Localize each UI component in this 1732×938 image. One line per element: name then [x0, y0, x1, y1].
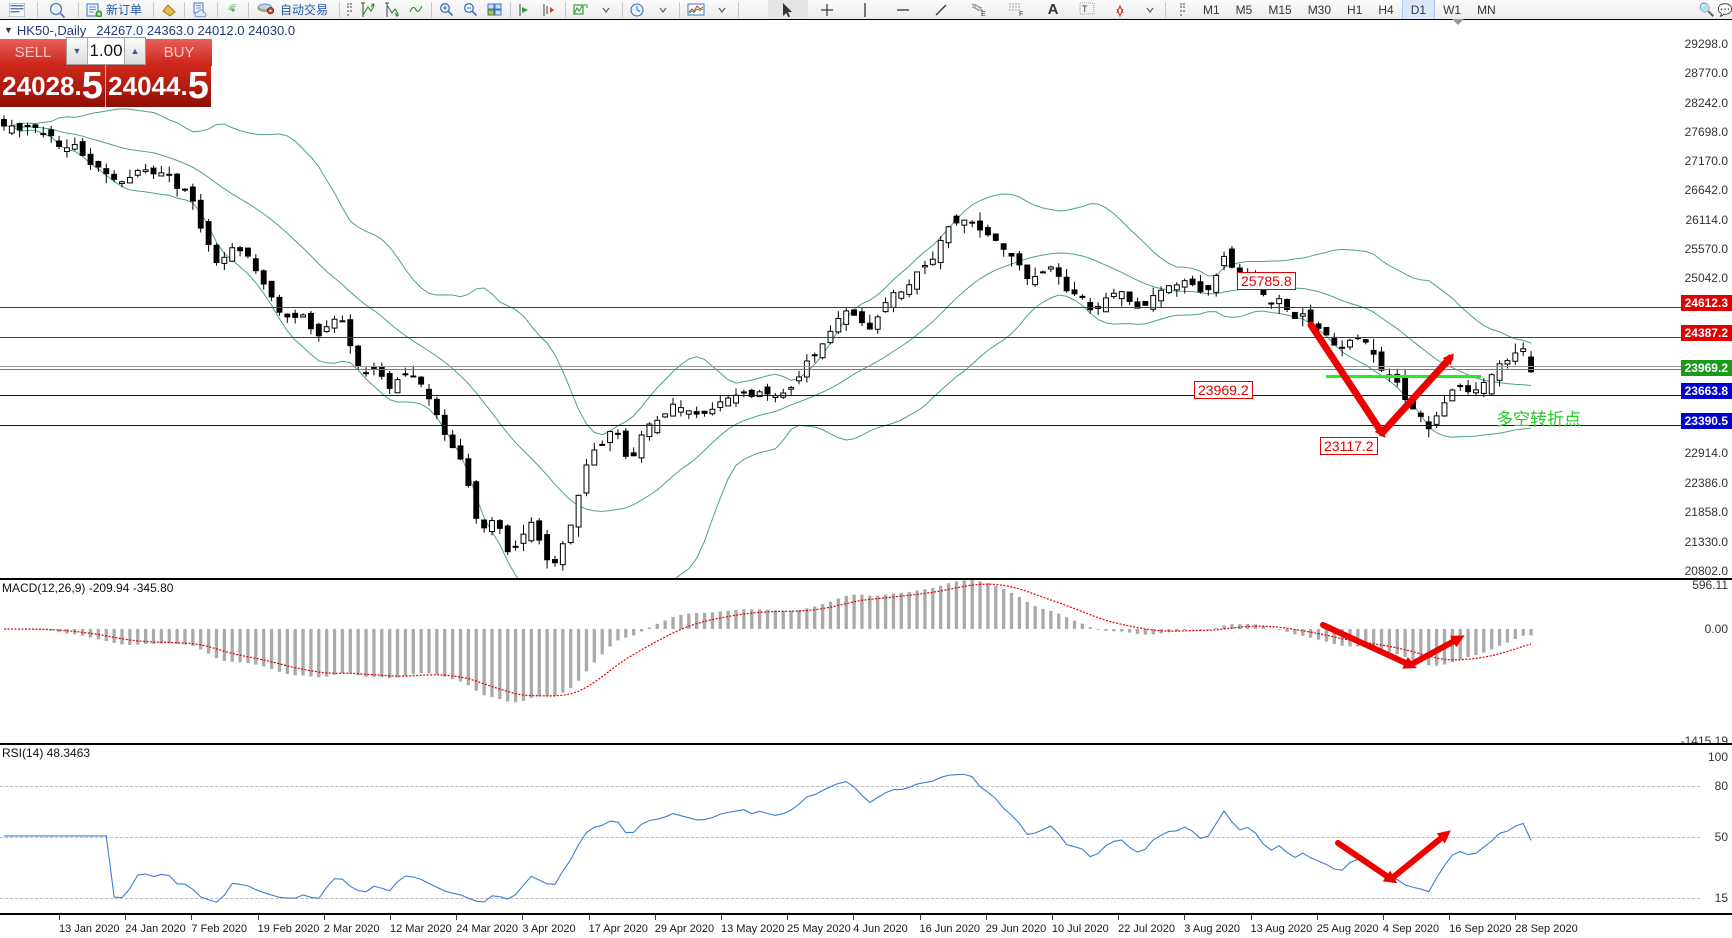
svg-text:T: T: [1082, 4, 1088, 14]
svg-text:F: F: [1019, 11, 1023, 18]
svg-text:E: E: [981, 11, 986, 18]
